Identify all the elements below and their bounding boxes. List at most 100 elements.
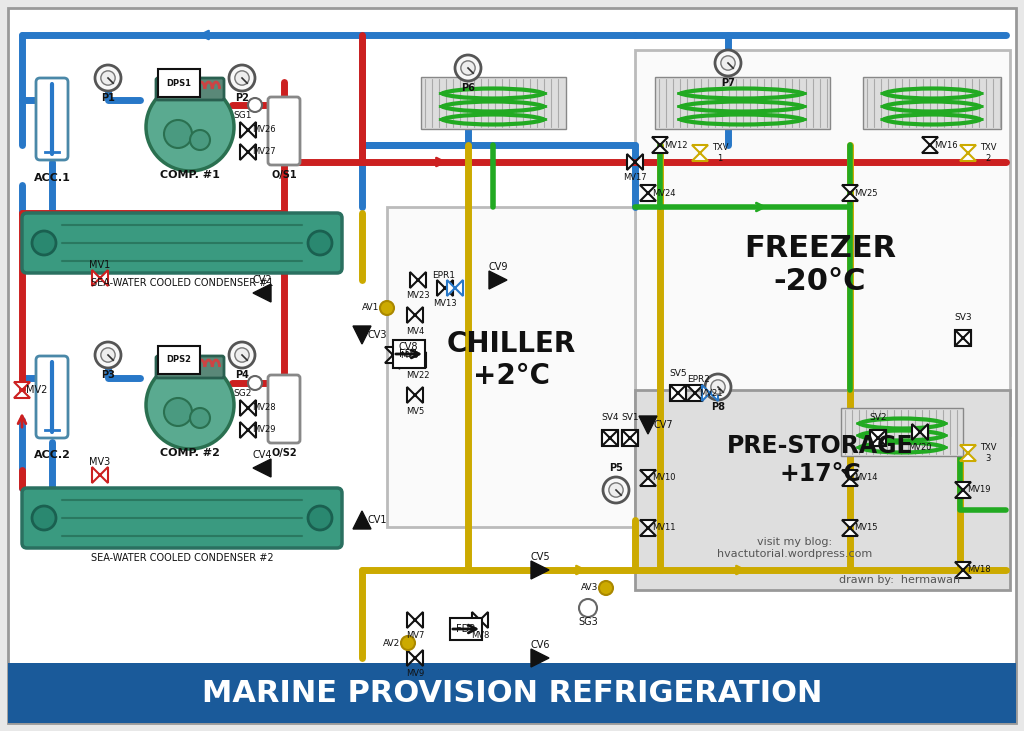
Text: SV5: SV5 [670,368,687,377]
Polygon shape [240,400,256,416]
Text: CV8: CV8 [398,342,418,352]
Text: MV26: MV26 [252,126,275,135]
Polygon shape [870,430,886,446]
Circle shape [164,398,193,426]
Bar [870,430,886,446]
Circle shape [234,71,249,85]
Circle shape [146,83,234,171]
Text: CV7: CV7 [653,420,673,430]
Circle shape [380,301,394,315]
Polygon shape [240,144,256,160]
Polygon shape [912,424,928,440]
Bar [8,663,1016,723]
Text: MV5: MV5 [406,406,424,415]
Circle shape [234,348,249,362]
FancyBboxPatch shape [156,78,224,100]
Text: MV18: MV18 [968,566,991,575]
Text: MV28: MV28 [252,404,275,412]
Text: O/S1: O/S1 [271,170,297,180]
Text: MV10: MV10 [652,474,676,482]
Bar [635,50,1010,435]
Bar [421,77,566,129]
Text: COMP. #2: COMP. #2 [160,448,220,458]
Text: CV4: CV4 [252,450,271,460]
Text: CV3: CV3 [368,330,387,340]
FancyBboxPatch shape [268,97,300,165]
Text: MV13: MV13 [433,300,457,308]
Circle shape [461,61,475,75]
Text: MV2: MV2 [27,385,48,395]
Bar [863,77,1001,129]
Text: MV22: MV22 [407,371,430,381]
Bar [602,430,618,446]
Polygon shape [253,284,271,302]
Text: MV19: MV19 [968,485,991,494]
Circle shape [95,342,121,368]
Text: MV15: MV15 [854,523,878,532]
Polygon shape [702,385,718,401]
Text: CV5: CV5 [530,552,550,562]
Circle shape [164,120,193,148]
Text: SV3: SV3 [954,314,972,322]
Text: SG3: SG3 [579,617,598,627]
Text: MV27: MV27 [252,148,275,156]
Text: P7: P7 [721,78,735,88]
Polygon shape [407,612,423,628]
Polygon shape [640,185,656,201]
Text: MV20: MV20 [908,444,932,452]
Polygon shape [961,445,976,461]
Circle shape [609,483,624,497]
Text: P3: P3 [101,370,115,380]
Text: ACC.1: ACC.1 [34,173,71,183]
Circle shape [32,506,56,530]
Text: MV12: MV12 [665,140,688,150]
Circle shape [229,65,255,91]
Circle shape [248,376,262,390]
Text: AV3: AV3 [582,583,599,593]
Bar [841,408,963,456]
Text: CHILLER
+2°C: CHILLER +2°C [446,330,575,390]
Polygon shape [842,520,858,536]
Polygon shape [955,482,971,498]
Circle shape [32,231,56,255]
Circle shape [308,231,332,255]
Text: PRE-STORAGE
+17°C: PRE-STORAGE +17°C [727,434,913,486]
Text: EPR2: EPR2 [687,376,711,385]
Polygon shape [842,185,858,201]
Text: TXV
3: TXV 3 [980,443,996,463]
Polygon shape [955,562,971,578]
Text: MV11: MV11 [652,523,676,532]
Circle shape [705,374,731,400]
Bar [670,385,686,401]
Polygon shape [240,422,256,438]
Text: MV29: MV29 [252,425,275,434]
Polygon shape [622,430,638,446]
Polygon shape [353,511,371,529]
Text: SV1: SV1 [622,414,639,423]
Text: SEA-WATER COOLED CONDENSER #2: SEA-WATER COOLED CONDENSER #2 [91,553,273,563]
Polygon shape [489,271,507,289]
Polygon shape [437,280,453,296]
Bar [158,346,200,374]
Text: DPS2: DPS2 [167,355,191,365]
Circle shape [603,477,629,503]
Text: P6: P6 [461,83,475,93]
Text: P1: P1 [101,93,115,103]
Polygon shape [240,122,256,138]
Polygon shape [92,270,108,286]
Text: drawn by:  hermawan: drawn by: hermawan [840,575,961,585]
Circle shape [100,348,115,362]
Circle shape [579,599,597,617]
Polygon shape [447,280,463,296]
Text: P4: P4 [236,370,249,380]
Bar [622,430,638,446]
Text: MV3: MV3 [89,457,111,467]
Text: COMP. #1: COMP. #1 [160,170,220,180]
Polygon shape [692,145,708,161]
Polygon shape [640,470,656,486]
Polygon shape [472,612,488,628]
FancyBboxPatch shape [22,488,342,548]
Text: FREEZER
-20°C: FREEZER -20°C [744,234,896,296]
Text: FD2: FD2 [457,624,476,634]
Circle shape [229,342,255,368]
